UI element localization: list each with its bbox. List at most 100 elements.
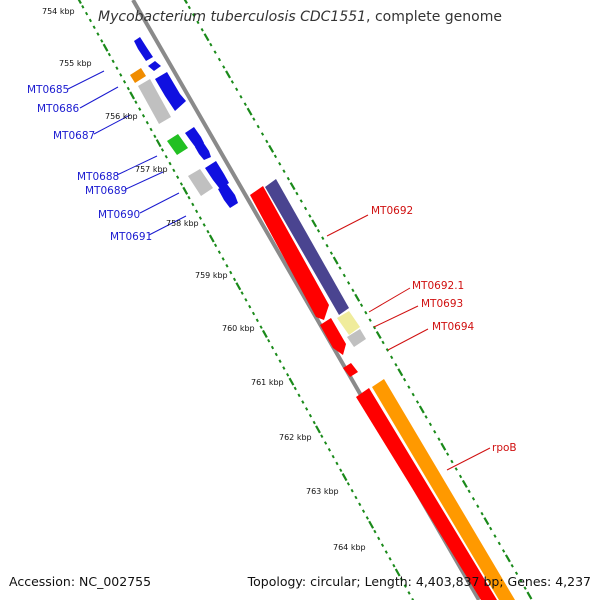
gene-arrow-mt0684[interactable] [134, 37, 153, 61]
ruler-label: 764 kbp [333, 543, 366, 552]
inner-ruler-tick [92, 25, 96, 30]
inner-ruler-tick [202, 223, 206, 227]
gene-block-rpoB[interactable] [372, 379, 515, 600]
gene-block-mt0689[interactable] [188, 169, 213, 196]
inner-ruler-tick [229, 270, 233, 275]
gene-label-mt0692[interactable]: MT0692 [371, 205, 413, 217]
outer-ruler-tick [282, 169, 286, 174]
leader-mt0693 [373, 305, 419, 328]
outer-ruler-tick [273, 154, 278, 159]
gene-block-mt0694[interactable] [320, 318, 346, 355]
gene-arrow-mt0690[interactable] [205, 161, 229, 189]
inner-ruler-tick [350, 488, 354, 493]
ruler-label: 756 kbp [105, 112, 138, 121]
inner-ruler-tick [261, 329, 268, 338]
gene-label-mt0689[interactable]: MT0689 [85, 185, 127, 197]
inner-ruler-tick [288, 377, 295, 386]
outer-ruler-tick [461, 479, 468, 488]
inner-ruler-tick [198, 216, 203, 220]
inner-ruler-tick [160, 148, 165, 152]
gene-label-rpoB[interactable]: rpoB [492, 442, 517, 454]
leader-mt0692-1 [368, 287, 411, 313]
ruler-label: 755 kbp [59, 59, 92, 68]
outer-ruler-tick [225, 70, 232, 79]
label-leader-lines [67, 70, 491, 471]
outer-ruler-tick [187, 5, 191, 10]
inner-ruler-tick [354, 495, 358, 500]
inner-ruler-tick [377, 536, 381, 541]
gene-label-mt0692-1[interactable]: MT0692.1 [412, 280, 464, 292]
inner-ruler-tick [373, 529, 377, 534]
gene-label-mt0688[interactable]: MT0688 [77, 171, 119, 183]
outer-ruler-tick [260, 132, 265, 136]
gene-label-mt0686[interactable]: MT0686 [37, 103, 80, 115]
gene-arrow-mt0685[interactable] [130, 68, 146, 83]
leader-mt0690 [139, 192, 180, 214]
outer-ruler-tick [385, 348, 389, 352]
inner-ruler-tick [293, 386, 297, 391]
inner-ruler-tick [107, 52, 111, 57]
gene-block-mt0687[interactable] [167, 134, 188, 155]
inner-ruler-tick [126, 86, 130, 91]
inner-ruler-tick [119, 73, 123, 77]
inner-ruler-tick [217, 250, 221, 254]
gene-label-mt0690[interactable]: MT0690 [98, 209, 140, 221]
gene-arrow-mt0687[interactable] [185, 127, 204, 148]
outer-ruler-tick [346, 281, 351, 285]
gene-label-mt0694[interactable]: MT0694 [432, 321, 475, 333]
outer-ruler-tick [308, 214, 312, 218]
gene-block-mt0693[interactable] [347, 329, 366, 347]
gene-label-mt0691[interactable]: MT0691 [110, 231, 152, 243]
map-title: Mycobacterium tuberculosis CDC1551, comp… [0, 9, 600, 25]
inner-ruler-tick [255, 318, 259, 323]
ruler-label: 759 kbp [195, 271, 228, 280]
gene-arrow-mt0686[interactable] [155, 72, 186, 111]
gene-arrow-mt0685-small[interactable] [148, 61, 161, 71]
outer-ruler-tick [458, 474, 463, 479]
inner-ruler-tick [225, 263, 229, 268]
leader-mt0689 [125, 171, 164, 190]
inner-ruler-tick [341, 473, 348, 482]
inner-ruler-tick [335, 461, 339, 466]
ruler-label: 757 kbp [135, 165, 168, 174]
inner-ruler-tick [235, 282, 242, 291]
inner-ruler-tick [179, 182, 184, 186]
inner-ruler-tick [368, 520, 375, 529]
inner-ruler-tick [312, 420, 316, 425]
outer-ruler-tick [256, 124, 260, 129]
inner-ruler-tick [399, 577, 404, 582]
inner-ruler-tick [153, 134, 157, 139]
outer-ruler-tick [268, 144, 275, 153]
outer-ruler-tick [191, 13, 196, 17]
inner-ruler-tick [320, 434, 324, 438]
gene-arrow-mt0691[interactable] [218, 184, 238, 208]
gene-arrow-mt0688[interactable] [195, 142, 211, 160]
inner-ruler-tick [208, 234, 215, 243]
inner-ruler-tick [361, 509, 366, 513]
outer-ruler-tick [489, 526, 493, 531]
outer-ruler-tick [278, 161, 282, 166]
gene-block-mt0692-1[interactable] [337, 311, 360, 335]
outer-ruler-tick [311, 219, 318, 228]
gene-block-mt0692-navy[interactable] [265, 179, 349, 315]
gene-block-mt0692-red[interactable] [250, 186, 329, 320]
gene-label-mt0685[interactable]: MT0685 [27, 84, 69, 96]
gene-arrow-mt0694-small[interactable] [343, 363, 358, 377]
gene-label-mt0693[interactable]: MT0693 [421, 298, 463, 310]
gene-block-mt0686[interactable] [138, 79, 171, 124]
inner-ruler-tick [149, 127, 153, 132]
outer-ruler-tick [209, 42, 213, 47]
inner-ruler-tick [248, 304, 252, 309]
outer-ruler-tick [217, 57, 222, 62]
outer-ruler-tick [359, 303, 364, 308]
inner-ruler-tick [195, 209, 199, 214]
inner-ruler-tick [392, 563, 396, 568]
outer-ruler-tick [196, 20, 200, 25]
inner-ruler-tick [308, 413, 313, 418]
outer-ruler-tick [433, 429, 437, 434]
gene-label-mt0687[interactable]: MT0687 [53, 130, 95, 142]
gene-block-rpoB-red[interactable] [356, 388, 497, 600]
outer-ruler-tick [514, 571, 519, 576]
inner-ruler-tick [213, 243, 218, 248]
